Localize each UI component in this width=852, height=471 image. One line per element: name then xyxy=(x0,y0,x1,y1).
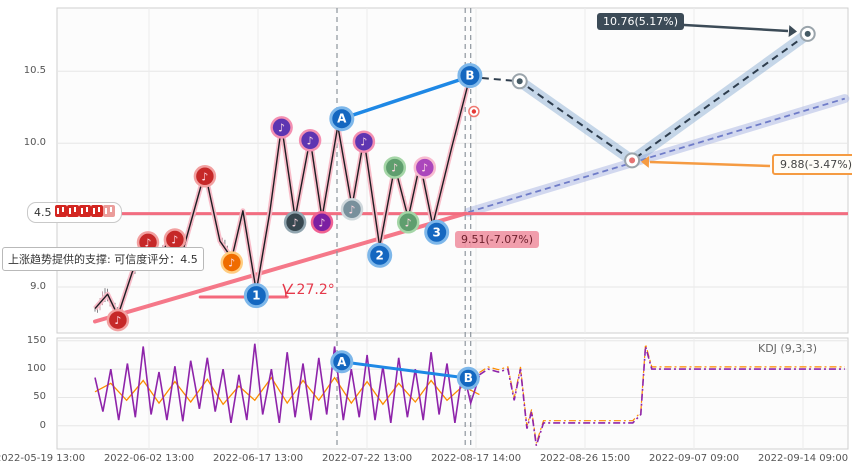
music-note-icon: ♪ xyxy=(228,257,235,270)
target-mid-arrow-head xyxy=(641,156,650,168)
wave-label-marker[interactable] xyxy=(329,106,355,132)
rating-candle-icon xyxy=(54,205,67,217)
wave-label-text: 1 xyxy=(252,289,260,303)
wave-label-marker[interactable] xyxy=(243,283,269,309)
price-target-down-tooltip[interactable]: 9.51(-7.07%) xyxy=(455,231,539,248)
note-marker[interactable] xyxy=(193,165,217,188)
kdj-wave-label-text: B xyxy=(464,371,473,385)
x-tick-label: 2022-09-14 09:00 xyxy=(757,453,849,464)
x-tick-label: 2022-06-17 13:00 xyxy=(212,453,304,464)
music-note-icon: ♪ xyxy=(391,162,398,175)
x-tick-label: 2022-05-19 13:00 xyxy=(0,453,86,464)
x-tick-label: 2022-07-22 13:00 xyxy=(321,453,413,464)
wave-label-marker[interactable] xyxy=(424,219,450,245)
ab-trendline[interactable] xyxy=(340,75,471,121)
angle-arc xyxy=(282,283,287,298)
note-marker[interactable] xyxy=(340,198,364,221)
note-marker[interactable] xyxy=(106,308,130,332)
music-note-icon: ♪ xyxy=(421,162,428,175)
kdj-indicator-label: KDJ (9,3,3) xyxy=(758,342,817,355)
support-confidence-note[interactable]: 上涨趋势提供的支撑: 可信度评分：4.5 xyxy=(2,247,204,271)
music-note-icon: ♪ xyxy=(201,170,208,183)
music-note-icon: ♪ xyxy=(405,216,412,229)
target-up-arrow xyxy=(666,22,789,33)
x-tick-label: 2022-08-17 14:00 xyxy=(430,453,522,464)
kdj-wave-label-marker[interactable] xyxy=(456,366,480,390)
x-tick-label: 2022-09-07 09:00 xyxy=(648,453,740,464)
music-note-icon: ♪ xyxy=(171,234,178,247)
note-marker[interactable] xyxy=(310,211,334,234)
support-projection-line[interactable] xyxy=(468,97,846,214)
rating-badge[interactable]: 4.5 xyxy=(27,202,122,223)
kdj-forecast-j xyxy=(478,346,845,446)
rating-candle-icon xyxy=(66,205,79,217)
kdj-wave-label-text: A xyxy=(337,355,347,369)
target-marker-dot xyxy=(629,157,636,164)
wave-label-text: A xyxy=(337,112,347,126)
note-marker[interactable] xyxy=(383,156,407,179)
music-note-icon: ♪ xyxy=(318,216,325,229)
music-note-icon: ♪ xyxy=(360,136,367,149)
forecast-line[interactable] xyxy=(469,33,809,162)
rating-candle-icon xyxy=(102,205,115,217)
target-mid-arrow xyxy=(649,160,771,168)
x-tick-label: 2022-08-26 15:00 xyxy=(539,453,631,464)
kdj-wave-label-marker[interactable] xyxy=(330,350,354,374)
last-price-dot xyxy=(471,109,477,114)
price-target-mid-tooltip[interactable]: 9.88(-3.47%) xyxy=(772,154,852,175)
y-tick-label-kdj: 0 xyxy=(39,420,46,431)
x-tick-label: 2022-06-02 13:00 xyxy=(103,453,195,464)
note-marker[interactable] xyxy=(298,129,322,152)
music-note-icon: ♪ xyxy=(278,121,285,134)
note-marker[interactable] xyxy=(413,156,437,179)
y-tick-label-kdj: 150 xyxy=(26,335,46,346)
target-up-arrow-head xyxy=(788,25,797,37)
wave-label-text: 2 xyxy=(376,248,384,262)
y-tick-label-price: 10.5 xyxy=(23,65,46,76)
rating-score: 4.5 xyxy=(34,206,52,219)
music-note-icon: ♪ xyxy=(292,216,299,229)
trend-angle-label: ∠27.2° xyxy=(284,282,335,298)
note-marker[interactable] xyxy=(283,211,307,234)
target-marker-dot xyxy=(516,78,523,85)
music-note-icon: ♪ xyxy=(114,314,121,327)
price-target-up-tooltip[interactable]: 10.76(5.17%) xyxy=(597,13,685,30)
rating-candle-icon xyxy=(90,205,103,217)
kdj-j-line[interactable] xyxy=(94,343,481,424)
note-marker[interactable] xyxy=(270,116,293,139)
wave-label-marker[interactable] xyxy=(457,63,483,89)
kdj-ab-line[interactable] xyxy=(341,360,469,380)
price-panel xyxy=(56,7,849,334)
note-marker[interactable] xyxy=(396,211,420,234)
wave-label-text: 3 xyxy=(433,225,441,239)
rating-candle-icon xyxy=(78,205,91,217)
music-note-icon: ♪ xyxy=(348,203,355,216)
music-note-icon: ♪ xyxy=(144,236,151,249)
y-tick-label-price: 9.0 xyxy=(30,281,46,292)
y-tick-label-price: 10.0 xyxy=(23,137,46,148)
target-marker-dot xyxy=(804,30,811,37)
kdj-panel xyxy=(56,337,849,450)
wave-label-text: B xyxy=(465,69,474,83)
note-marker[interactable] xyxy=(220,251,244,274)
y-tick-label-kdj: 100 xyxy=(26,363,46,374)
music-note-icon: ♪ xyxy=(307,134,314,147)
y-tick-label-kdj: 50 xyxy=(33,391,46,402)
kdj-k-line[interactable] xyxy=(94,376,480,406)
note-marker[interactable] xyxy=(352,130,376,153)
wave-label-marker[interactable] xyxy=(367,242,393,268)
rating-icons xyxy=(54,205,115,220)
